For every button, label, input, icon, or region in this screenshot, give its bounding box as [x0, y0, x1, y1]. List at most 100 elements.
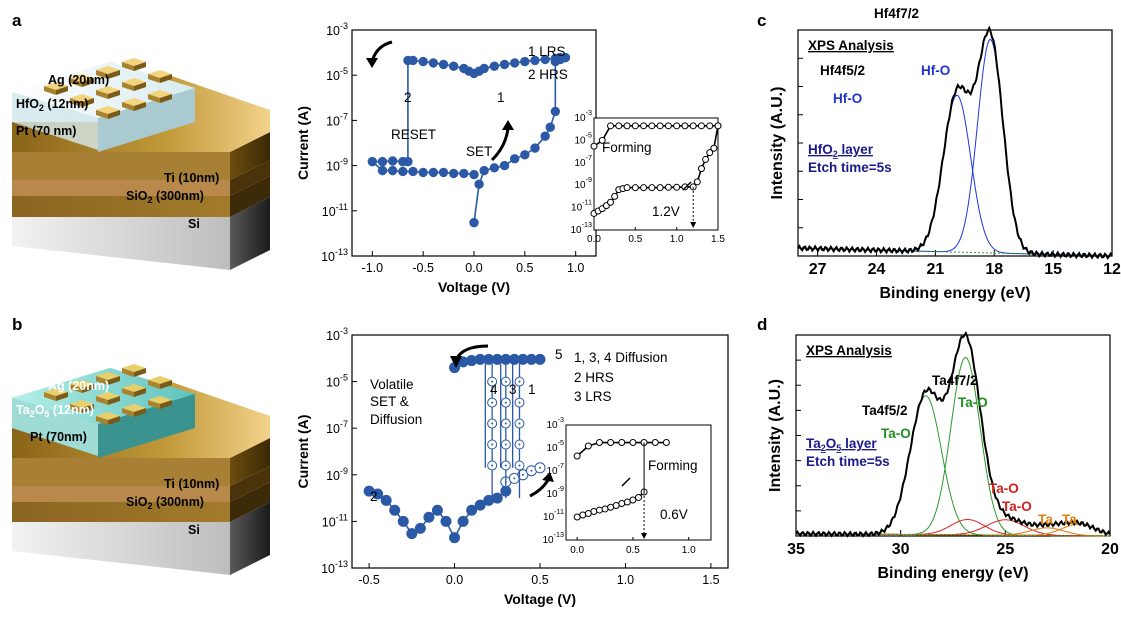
ag-pad-side [108, 70, 120, 79]
data-point-dot [518, 443, 521, 446]
annotation-lrs: 1 LRS [528, 44, 566, 59]
data-point [448, 61, 459, 71]
y-tick-label: 10-3 [326, 326, 348, 343]
data-point [377, 156, 388, 167]
layer-pt-b: Pt (70nm) [30, 430, 87, 444]
ag-pad-side [160, 94, 172, 103]
peak-label-hf4f7: Hf4f7/2 [874, 6, 919, 21]
x-tick-label: 35 [787, 541, 805, 558]
ag-pad-side [44, 392, 56, 401]
layer-sio2-a: SiO2 (300nm) [126, 189, 204, 205]
data-point [573, 452, 581, 460]
data-point [489, 61, 500, 71]
data-point [418, 56, 428, 67]
data-point [509, 154, 520, 164]
data-point-dot [491, 464, 494, 467]
data-point [469, 169, 479, 180]
data-point [431, 504, 443, 516]
y-axis-label: Current (A) [295, 415, 311, 489]
data-point [590, 142, 598, 150]
arrow-set [490, 127, 510, 162]
inset-y-tick: 10-3 [546, 415, 564, 431]
arrow-head [366, 58, 378, 68]
x-tick-label: 0.5 [516, 261, 533, 275]
x-tick-label: 24 [868, 261, 886, 278]
y-tick-label: 10-5 [326, 66, 348, 83]
inset-annotation-forming-b: Forming [648, 458, 698, 473]
data-point [579, 511, 587, 519]
layer-sio2-b: SiO2 (300nm) [126, 495, 204, 511]
ag-pad-side [108, 90, 120, 99]
x-tick-label: 1.5 [702, 573, 719, 587]
x-tick-label: 20 [1101, 541, 1119, 558]
data-point [387, 165, 398, 176]
data-point [440, 515, 452, 527]
data-point [530, 143, 540, 153]
data-point [629, 496, 637, 504]
layer-annotation-d: Ta2O5 layer [806, 436, 877, 453]
data-point [406, 528, 418, 540]
ag-pad-side [160, 74, 172, 83]
arrow-head [502, 120, 514, 130]
data-point-dot [513, 477, 516, 480]
data-point [664, 183, 672, 191]
chart-c-xps: 27 24 21 18 15 12 Binding energy (eV) Intensity… [769, 6, 1121, 302]
data-point [607, 198, 615, 206]
data-point [499, 160, 510, 171]
x-tick-label: -0.5 [412, 261, 434, 275]
data-point [380, 494, 392, 506]
ag-pad-side [96, 110, 108, 119]
inset-x-tick: 1.0 [682, 545, 696, 556]
data-point-dot [504, 422, 507, 425]
annotation-b-3: 3 [509, 382, 517, 397]
data-point-dot [491, 443, 494, 446]
chem-label-tao-2: Ta-O [958, 395, 988, 410]
panel-label-a: a [12, 11, 22, 30]
data-point [607, 122, 615, 130]
chem-label-tao-3: Ta-O [989, 481, 1019, 496]
ag-pad-side [134, 388, 146, 397]
inset-y-tick: 10-5 [546, 438, 564, 454]
data-point [457, 515, 469, 527]
y-axis-label: Intensity (A.U.) [767, 379, 784, 492]
data-point [550, 106, 561, 117]
chem-label-ta-2: Ta [1062, 512, 1077, 527]
data-point-dot [518, 464, 521, 467]
inset-y-tick: 10-13 [570, 220, 592, 236]
chem-label-tao-1: Ta-O [881, 426, 911, 441]
x-tick-label: 1.0 [617, 573, 634, 587]
data-point [631, 122, 639, 130]
data-point [681, 122, 689, 130]
data-point [398, 166, 408, 177]
ag-pad-side [82, 98, 94, 107]
x-tick-label: 15 [1044, 261, 1062, 278]
data-point [673, 183, 681, 191]
data-point [640, 122, 648, 130]
y-axis-label: Current (A) [295, 106, 311, 180]
arrow-b-set [529, 479, 550, 498]
ag-pad-side [82, 384, 94, 393]
peak-label-hf4f5: Hf4f5/2 [820, 63, 865, 78]
x-tick-label: 30 [892, 541, 910, 558]
y-tick-label: 10-7 [326, 419, 348, 436]
y-tick-label: 10-13 [321, 559, 348, 576]
data-point [611, 192, 619, 200]
data-point [662, 439, 670, 447]
data-point-dot [504, 380, 507, 383]
data-point [499, 59, 510, 70]
data-point [489, 163, 500, 173]
ag-pad-side [122, 408, 134, 417]
annotation-1: 1 [497, 90, 505, 105]
x-tick-label: 1.0 [567, 261, 584, 275]
data-point [706, 149, 714, 157]
device-stack-a [12, 58, 270, 270]
x-axis-label: Voltage (V) [504, 591, 576, 607]
x-tick-label: 27 [809, 261, 827, 278]
data-point [469, 217, 479, 228]
arrow-forming [682, 181, 692, 191]
ag-pad-side [82, 78, 94, 87]
data-point [509, 58, 520, 68]
layer-ti-a: Ti (10nm) [164, 171, 219, 185]
annotation-diffusion-2: Diffusion [370, 412, 422, 427]
data-point [623, 184, 631, 192]
